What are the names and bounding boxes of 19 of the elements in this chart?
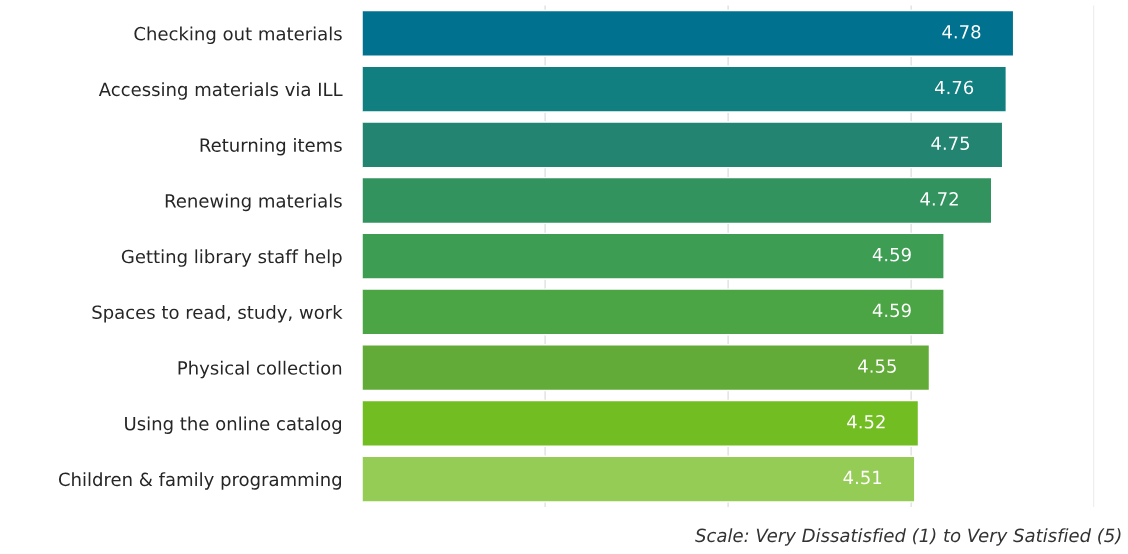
data-label: 4.52 bbox=[847, 414, 885, 429]
y-tick-label: Checking out materials bbox=[134, 26, 342, 45]
data-label: 4.51 bbox=[843, 470, 882, 485]
data-label: 4.59 bbox=[872, 303, 911, 318]
y-tick-label: Renewing materials bbox=[165, 193, 342, 212]
text: Scale: Very Dissatisfied (1) to Very Satisfied (5) bbox=[695, 528, 1121, 546]
y-tick-label: Spaces to read, study, work bbox=[92, 305, 343, 323]
y-tick-label: Returning items bbox=[200, 137, 342, 156]
data-label: 4.76 bbox=[934, 80, 974, 95]
data-label: 4.59 bbox=[872, 247, 911, 262]
y-tick-label: Accessing materials via ILL bbox=[98, 82, 343, 100]
data-label: 4.55 bbox=[858, 359, 896, 373]
data-label: 4.72 bbox=[920, 192, 958, 206]
y-tick-label: Getting library staff help bbox=[121, 249, 342, 267]
y-tick-label: Physical collection bbox=[178, 360, 342, 379]
y-tick-label: Using the online catalog bbox=[125, 416, 342, 434]
data-label: 4.78 bbox=[942, 24, 981, 39]
y-tick-label: Children & family programming bbox=[58, 472, 341, 490]
data-label: 4.75 bbox=[931, 136, 970, 151]
